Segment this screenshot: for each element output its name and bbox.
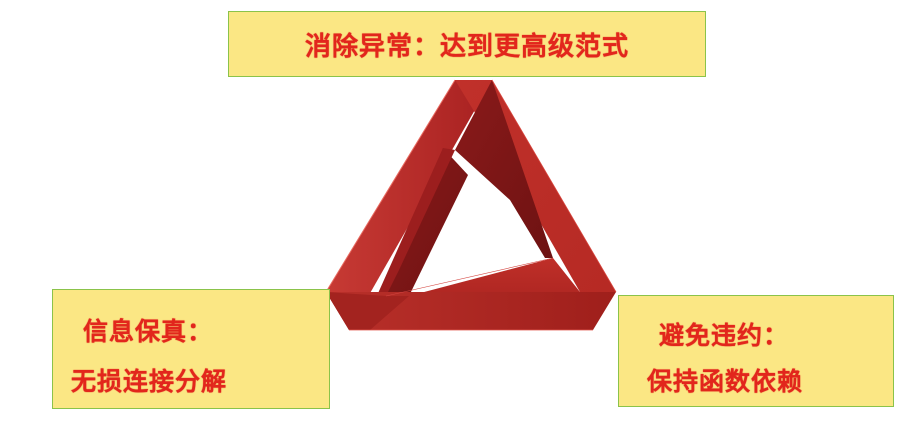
- left-label-line-2: 无损连接分解: [71, 367, 228, 396]
- triangle-highlight-line-2: [491, 79, 617, 293]
- triangle-lower-left-face: [326, 292, 409, 330]
- triangle-highlight-edge: [325, 79, 456, 293]
- right-label-line-2: 保持函数依赖: [647, 367, 804, 396]
- triangle-left-outer-face: [326, 80, 492, 330]
- right-label-line-1: 避免违约：: [659, 321, 790, 350]
- top-label-text: 消除异常：达到更高级范式: [304, 31, 629, 62]
- triangle-right-inner-face: [455, 80, 553, 258]
- top-label-box: 消除异常：达到更高级范式: [228, 11, 706, 77]
- triangle-left-inner-face: [386, 148, 468, 296]
- right-label-box: 避免违约： 保持函数依赖: [618, 295, 894, 407]
- triangle-inner-strip: [375, 148, 455, 300]
- triangle-highlight-line-3: [385, 257, 554, 297]
- left-label-line-1: 信息保真：: [83, 317, 214, 346]
- left-label-box: 信息保真： 无损连接分解: [52, 289, 330, 409]
